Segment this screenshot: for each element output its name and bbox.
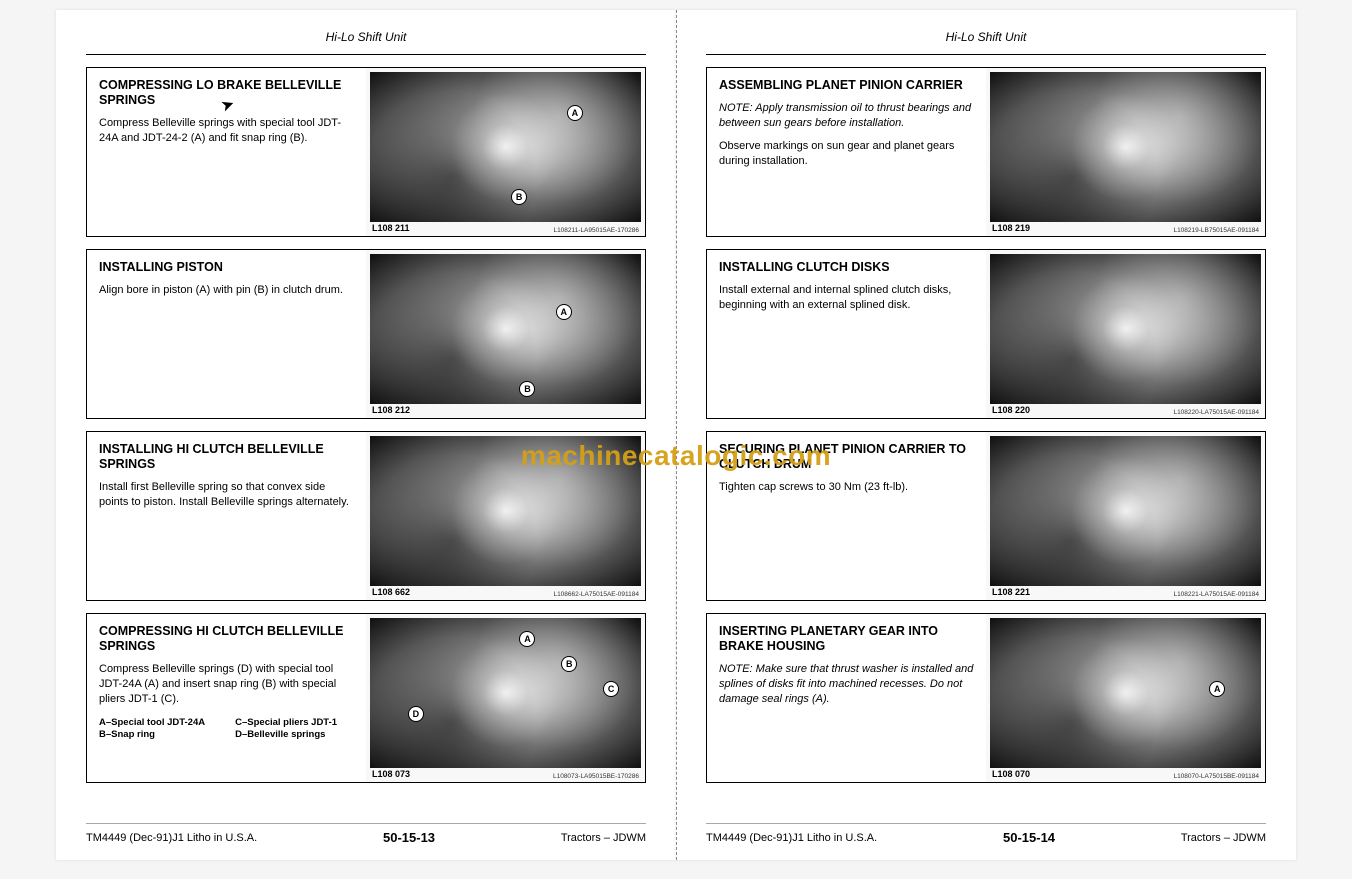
callout-marker: B [511, 189, 527, 205]
section-figure: A B L108 211 L108211-LA95015AE-170286 [366, 68, 645, 236]
section-body: Install first Belleville spring so that … [99, 480, 354, 510]
section-title: INSTALLING CLUTCH DISKS [719, 260, 974, 275]
figure-label: L108 219 [992, 223, 1030, 233]
section-figure: L108 662 L108662-LA75015AE-091184 [366, 432, 645, 600]
figure-label: L108 220 [992, 405, 1030, 415]
manual-section: INSTALLING CLUTCH DISKS Install external … [706, 249, 1266, 419]
footer-page-number: 50-15-13 [383, 830, 435, 845]
section-text: SECURING PLANET PINION CARRIER TO CLUTCH… [707, 432, 986, 600]
page-footer-left: TM4449 (Dec-91)J1 Litho in U.S.A. 50-15-… [86, 823, 646, 845]
figure-code: L108073-LA95015BE-170286 [553, 773, 639, 780]
manual-section: COMPRESSING HI CLUTCH BELLEVILLE SPRINGS… [86, 613, 646, 783]
page-spine [676, 10, 677, 860]
manual-section: COMPRESSING LO BRAKE BELLEVILLE SPRINGSC… [86, 67, 646, 237]
manual-section: INSTALLING PISTON Align bore in piston (A… [86, 249, 646, 419]
figure-photo [990, 436, 1261, 586]
section-body: Tighten cap screws to 30 Nm (23 ft-lb). [719, 480, 974, 495]
footer-left-text: TM4449 (Dec-91)J1 Litho in U.S.A. [706, 832, 877, 844]
figure-code: L108221-LA75015AE-091184 [1173, 591, 1259, 598]
section-figure: ABCDL108 073L108073-LA95015BE-170286 [366, 614, 645, 782]
section-title: SECURING PLANET PINION CARRIER TO CLUTCH… [719, 442, 974, 472]
section-figure: L108 219 L108219-LB75015AE-091184 [986, 68, 1265, 236]
section-text: ASSEMBLING PLANET PINION CARRIER NOTE: Ap… [707, 68, 986, 236]
figure-photo [990, 254, 1261, 404]
section-body: Compress Belleville springs with special… [99, 116, 354, 146]
footer-right-text: Tractors – JDWM [1181, 832, 1266, 844]
section-title: ASSEMBLING PLANET PINION CARRIER [719, 78, 974, 93]
section-title: INSTALLING HI CLUTCH BELLEVILLE SPRINGS [99, 442, 354, 472]
manual-section: INSTALLING HI CLUTCH BELLEVILLE SPRINGS I… [86, 431, 646, 601]
section-title: INSTALLING PISTON [99, 260, 354, 275]
figure-label: L108 221 [992, 587, 1030, 597]
figure-photo [370, 618, 641, 768]
section-figure: AL108 070L108070-LA75015BE-091184 [986, 614, 1265, 782]
section-figure: L108 220 L108220-LA75015AE-091184 [986, 250, 1265, 418]
section-figure: L108 221 L108221-LA75015AE-091184 [986, 432, 1265, 600]
section-title: INSERTING PLANETARY GEAR INTO BRAKE HOUS… [719, 624, 974, 654]
figure-label: L108 662 [372, 587, 410, 597]
section-body: Observe markings on sun gear and planet … [719, 139, 974, 169]
section-body: Install external and internal splined cl… [719, 283, 974, 313]
figure-photo [990, 72, 1261, 222]
manual-section: SECURING PLANET PINION CARRIER TO CLUTCH… [706, 431, 1266, 601]
figure-code: L108070-LA75015BE-091184 [1173, 773, 1259, 780]
section-text: INSTALLING CLUTCH DISKS Install external … [707, 250, 986, 418]
section-figure: ABL108 212 [366, 250, 645, 418]
right-page: Hi-Lo Shift Unit ASSEMBLING PLANET PINIO… [676, 10, 1296, 860]
figure-label: L108 070 [992, 769, 1030, 779]
section-body: Align bore in piston (A) with pin (B) in… [99, 283, 354, 298]
section-note: NOTE: Apply transmission oil to thrust b… [719, 101, 974, 131]
page-header-left: Hi-Lo Shift Unit [86, 30, 646, 55]
figure-label: L108 211 [372, 223, 410, 233]
footer-right-text: Tractors – JDWM [561, 832, 646, 844]
section-note: NOTE: Make sure that thrust washer is in… [719, 662, 974, 707]
section-text: INSTALLING HI CLUTCH BELLEVILLE SPRINGS I… [87, 432, 366, 600]
section-text: COMPRESSING LO BRAKE BELLEVILLE SPRINGSC… [87, 68, 366, 236]
figure-code: L108211-LA95015AE-170286 [553, 227, 639, 234]
section-body: Compress Belleville springs (D) with spe… [99, 662, 354, 707]
section-text: COMPRESSING HI CLUTCH BELLEVILLE SPRINGS… [87, 614, 366, 782]
figure-code: L108662-LA75015AE-091184 [553, 591, 639, 598]
page-spread: machinecatalogic.com ➤ Hi-Lo Shift Unit … [56, 10, 1296, 860]
manual-section: INSERTING PLANETARY GEAR INTO BRAKE HOUS… [706, 613, 1266, 783]
page-header-right: Hi-Lo Shift Unit [706, 30, 1266, 55]
footer-page-number: 50-15-14 [1003, 830, 1055, 845]
section-legend: A–Special tool JDT-24AB–Snap ringC–Speci… [99, 717, 354, 743]
callout-marker: A [556, 304, 572, 320]
section-text: INSTALLING PISTON Align bore in piston (A… [87, 250, 366, 418]
figure-code: L108219-LB75015AE-091184 [1173, 227, 1259, 234]
figure-photo [370, 72, 641, 222]
page-footer-right: TM4449 (Dec-91)J1 Litho in U.S.A. 50-15-… [706, 823, 1266, 845]
figure-photo [370, 254, 641, 404]
figure-photo [370, 436, 641, 586]
manual-section: ASSEMBLING PLANET PINION CARRIER NOTE: Ap… [706, 67, 1266, 237]
figure-label: L108 212 [372, 405, 410, 415]
section-title: COMPRESSING HI CLUTCH BELLEVILLE SPRINGS [99, 624, 354, 654]
figure-label: L108 073 [372, 769, 410, 779]
callout-marker: A [567, 105, 583, 121]
left-page: Hi-Lo Shift Unit COMPRESSING LO BRAKE BE… [56, 10, 676, 860]
figure-code: L108220-LA75015AE-091184 [1173, 409, 1259, 416]
footer-left-text: TM4449 (Dec-91)J1 Litho in U.S.A. [86, 832, 257, 844]
section-text: INSERTING PLANETARY GEAR INTO BRAKE HOUS… [707, 614, 986, 782]
